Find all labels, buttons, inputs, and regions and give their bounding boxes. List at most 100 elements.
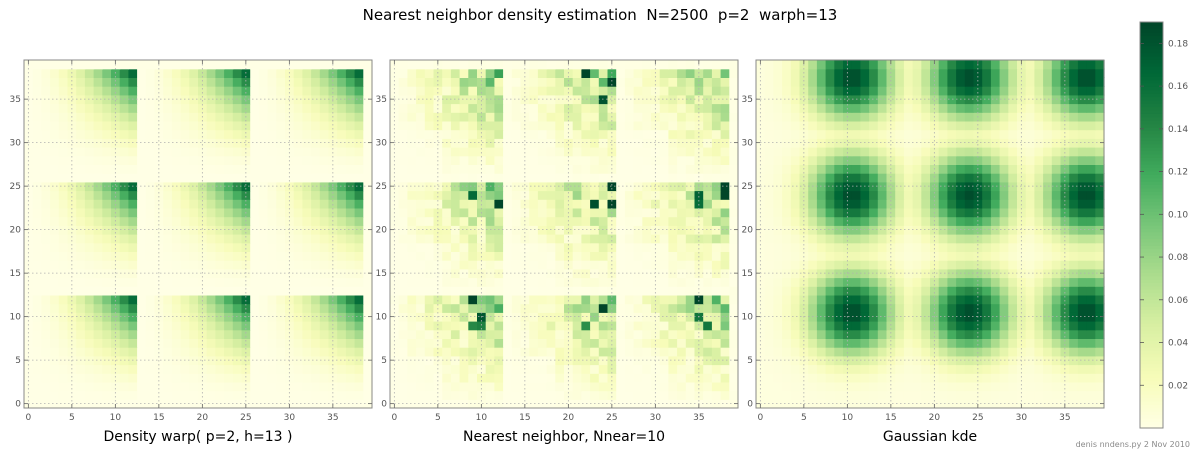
x-tick-label: 0 xyxy=(391,413,397,423)
heatmap-cell xyxy=(206,207,216,218)
heatmap-cell xyxy=(450,338,461,348)
heatmap-cell xyxy=(860,164,870,174)
heatmap-cell xyxy=(537,77,548,87)
heatmap-cell xyxy=(416,112,426,122)
heatmap-cell xyxy=(624,68,635,78)
heatmap-cell xyxy=(773,60,783,70)
heatmap-cell xyxy=(659,120,669,131)
heatmap-cell xyxy=(642,112,652,122)
heatmap-cell xyxy=(529,207,539,218)
x-tick-label: 30 xyxy=(284,413,296,423)
heatmap-cell xyxy=(990,225,1001,235)
heatmap-cell xyxy=(407,251,417,261)
heatmap-cell xyxy=(694,147,704,157)
heatmap-cell xyxy=(41,181,51,192)
heatmap-cell xyxy=(999,199,1009,209)
heatmap-cell xyxy=(711,251,722,261)
heatmap-cell xyxy=(276,338,286,348)
heatmap-cell xyxy=(345,399,356,409)
heatmap-cell xyxy=(215,207,225,218)
heatmap-cell xyxy=(67,329,77,339)
y-tick-label: 25 xyxy=(10,182,21,192)
heatmap-cell xyxy=(938,312,948,322)
heatmap-cell xyxy=(1069,155,1079,165)
heatmap-cell xyxy=(468,399,478,409)
heatmap-cell xyxy=(677,303,687,313)
heatmap-cell xyxy=(921,68,931,78)
heatmap-cell xyxy=(921,260,931,270)
heatmap-cell xyxy=(633,260,643,270)
heatmap-cell xyxy=(337,381,347,392)
heatmap-cell xyxy=(215,303,225,313)
heatmap-cell xyxy=(651,338,661,348)
heatmap-cell xyxy=(651,242,661,252)
heatmap-cell xyxy=(616,234,626,244)
heatmap-cell xyxy=(703,60,713,70)
heatmap-cell xyxy=(529,364,539,374)
heatmap-cell xyxy=(938,120,948,131)
heatmap-cell xyxy=(564,347,574,357)
heatmap-cell xyxy=(319,112,330,122)
heatmap-cell xyxy=(764,216,774,226)
heatmap-cell xyxy=(154,294,164,305)
heatmap-cell xyxy=(756,190,766,200)
heatmap-cell xyxy=(302,129,312,139)
heatmap-cell xyxy=(1069,364,1079,374)
heatmap-cell xyxy=(764,294,774,305)
heatmap-cell xyxy=(76,216,86,226)
heatmap-cell xyxy=(581,103,591,113)
heatmap-cell xyxy=(50,173,60,183)
heatmap-cell xyxy=(938,355,948,366)
heatmap-cell xyxy=(189,251,199,261)
heatmap-cell xyxy=(886,190,896,200)
heatmap-cell xyxy=(276,77,286,87)
y-tick-label: 15 xyxy=(742,269,753,279)
heatmap-cell xyxy=(76,294,86,305)
heatmap-cell xyxy=(782,164,792,174)
heatmap-cell xyxy=(659,329,669,339)
heatmap-cell xyxy=(616,381,626,392)
heatmap-cell xyxy=(834,77,844,87)
heatmap-cell xyxy=(982,242,992,252)
heatmap-cell xyxy=(293,190,303,200)
heatmap-cell xyxy=(572,60,582,70)
heatmap-cell xyxy=(424,155,435,165)
heatmap-cell xyxy=(93,199,103,209)
heatmap-cell xyxy=(790,329,801,339)
heatmap-cell xyxy=(50,329,60,339)
heatmap-cell xyxy=(973,234,983,244)
heatmap-cell xyxy=(442,77,452,87)
heatmap-cell xyxy=(258,242,269,252)
heatmap-cell xyxy=(1095,129,1105,139)
heatmap-cell xyxy=(616,338,626,348)
heatmap-cell xyxy=(990,86,1001,96)
heatmap-cell xyxy=(756,347,766,357)
heatmap-cell xyxy=(677,68,687,78)
heatmap-cell xyxy=(285,347,295,357)
heatmap-cell xyxy=(720,234,730,244)
heatmap-cell xyxy=(555,242,565,252)
heatmap-cell xyxy=(442,234,452,244)
heatmap-cell xyxy=(154,199,164,209)
heatmap-cell xyxy=(668,373,678,383)
heatmap-cell xyxy=(1051,347,1062,357)
heatmap-cell xyxy=(764,303,774,313)
heatmap-cell xyxy=(607,190,617,200)
heatmap-cell xyxy=(224,260,234,270)
heatmap-cell xyxy=(250,347,260,357)
heatmap-cell xyxy=(782,60,792,70)
heatmap-cell xyxy=(1034,277,1044,287)
heatmap-cell xyxy=(520,321,530,331)
heatmap-cell xyxy=(756,234,766,244)
heatmap-cell xyxy=(459,147,469,157)
heatmap-cell xyxy=(720,94,730,105)
heatmap-cell xyxy=(651,86,661,96)
heatmap-cell xyxy=(912,103,922,113)
heatmap-cell xyxy=(720,286,730,296)
heatmap-cell xyxy=(1051,112,1062,122)
heatmap-cell xyxy=(677,242,687,252)
heatmap-cell xyxy=(459,138,469,148)
heatmap-cell xyxy=(450,68,461,78)
heatmap-cell xyxy=(555,103,565,113)
heatmap-cell xyxy=(250,225,260,235)
